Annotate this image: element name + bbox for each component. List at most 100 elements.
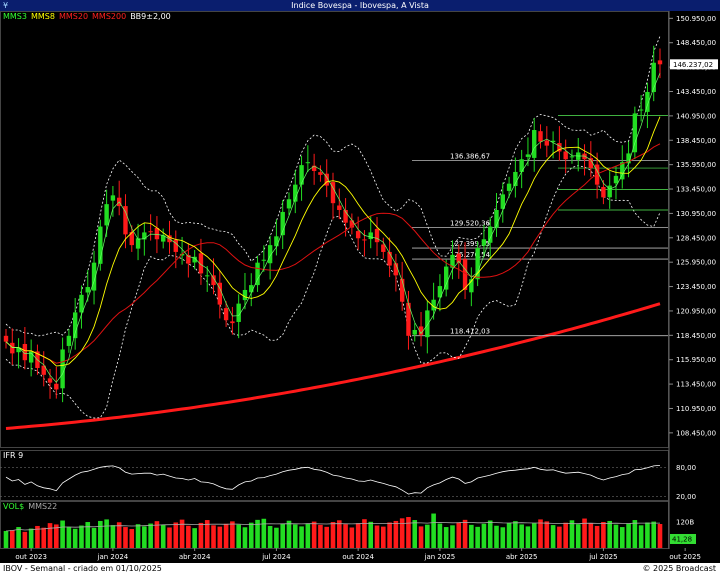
x-tick-label: jul 2024 — [261, 553, 291, 561]
volume-bar — [223, 523, 229, 548]
volume-bar — [513, 521, 518, 548]
volume-bar — [368, 521, 374, 548]
volume-bar — [563, 522, 568, 548]
candle-body — [513, 171, 518, 186]
candle-body — [557, 143, 562, 152]
candle-body — [54, 383, 59, 390]
volume-bar — [506, 522, 512, 548]
candle-body — [406, 302, 411, 336]
volume-bar — [601, 522, 606, 548]
legend-item-4: BB9±2,00 — [130, 12, 171, 21]
price-tick-label: 123.450,00 — [676, 283, 716, 291]
title-bar: ¥ Indice Bovespa - Ibovespa, A Vista — [0, 0, 720, 11]
volume-bar — [645, 522, 650, 548]
volume-bar — [469, 524, 474, 548]
candle-body — [230, 321, 235, 324]
footer: IBOV - Semanal - criado em 01/10/2025 © … — [0, 563, 720, 575]
volume-tick-label: 120B — [676, 518, 694, 526]
candle-body — [79, 294, 84, 313]
level-label: 118.412,03 — [450, 328, 490, 336]
volume-bar — [110, 525, 116, 548]
candle-body — [205, 275, 210, 277]
volume-bar — [123, 527, 128, 548]
volume-mms22-line — [5, 521, 660, 532]
candle-body — [368, 232, 373, 240]
volume-bar — [255, 519, 260, 548]
candle-body — [3, 335, 9, 342]
volume-bar — [588, 523, 594, 548]
volume-bar — [437, 523, 443, 548]
candle-body — [16, 347, 21, 353]
volume-bar — [494, 525, 499, 548]
volume-bar — [60, 520, 65, 548]
x-tick-label: jan 2025 — [424, 553, 456, 561]
volume-bar — [142, 526, 147, 548]
volume-bar — [456, 522, 462, 548]
volume-bar — [41, 527, 47, 548]
candle-body — [211, 275, 216, 286]
legend-item-2: MMS20 — [58, 12, 89, 21]
candle-body — [532, 130, 537, 158]
candle-body — [569, 156, 575, 158]
volume-bar — [286, 520, 292, 548]
volume-bar — [9, 530, 15, 548]
volume-bar — [173, 522, 179, 548]
volume-bar — [450, 525, 455, 548]
candle-body — [638, 109, 644, 111]
candle-body — [399, 278, 405, 302]
candle-body — [60, 349, 65, 389]
candle-body — [657, 60, 663, 65]
ifr-tick-label: 80,00 — [676, 464, 696, 472]
menu-icon[interactable]: ¥ — [3, 1, 9, 10]
volume-bar — [399, 518, 405, 548]
candle-body — [311, 165, 317, 171]
volume-last-label: 41,28 — [672, 535, 692, 543]
candle-body — [374, 228, 380, 243]
candle-body — [286, 199, 292, 209]
candle-body — [261, 259, 267, 261]
candle-body — [299, 165, 304, 185]
volume-bar — [619, 527, 625, 548]
candle-body — [41, 365, 46, 375]
candle-body — [355, 231, 361, 239]
volume-bar — [481, 523, 487, 548]
candle-body — [450, 254, 455, 268]
volume-bar — [85, 522, 91, 548]
volume-bar — [362, 519, 367, 548]
candle-body — [223, 308, 229, 321]
candle-body — [607, 185, 612, 198]
candle-body — [280, 211, 285, 236]
volume-bar — [72, 528, 78, 548]
x-tick-label: abr 2025 — [506, 553, 538, 561]
volume-bar — [443, 527, 449, 548]
x-tick-label: jul 2025 — [588, 553, 617, 561]
candle-body — [161, 235, 166, 242]
candle-body — [594, 164, 600, 185]
candle-body — [563, 151, 568, 160]
x-tick-label: out 2025 — [669, 553, 701, 561]
candle-body — [22, 344, 28, 361]
mms200-line — [5, 302, 661, 430]
level-label: 129.520,36 — [450, 219, 491, 227]
candle-body — [85, 287, 90, 293]
ifr-label: IFR 9 — [3, 451, 24, 460]
price-tick-label: 148.450,00 — [676, 39, 716, 47]
volume-bar — [318, 524, 323, 548]
candle-body — [462, 259, 468, 290]
volume-bar — [274, 527, 279, 548]
price-tick-label: 128.450,00 — [676, 234, 716, 242]
candle-body — [324, 173, 329, 186]
candle-body — [500, 194, 505, 209]
volume-bar — [211, 525, 216, 548]
volume-bar — [91, 527, 97, 548]
price-tick-label: 130.950,00 — [676, 210, 716, 218]
volume-bar — [355, 523, 361, 548]
volume-bar — [569, 520, 575, 548]
candle-body — [456, 253, 461, 263]
candle-body — [381, 244, 386, 252]
volume-bar — [230, 521, 235, 548]
candle-body — [481, 239, 487, 246]
volume-bar — [116, 522, 122, 548]
volume-bar — [47, 523, 53, 548]
price-tick-label: 135.950,00 — [676, 161, 716, 169]
